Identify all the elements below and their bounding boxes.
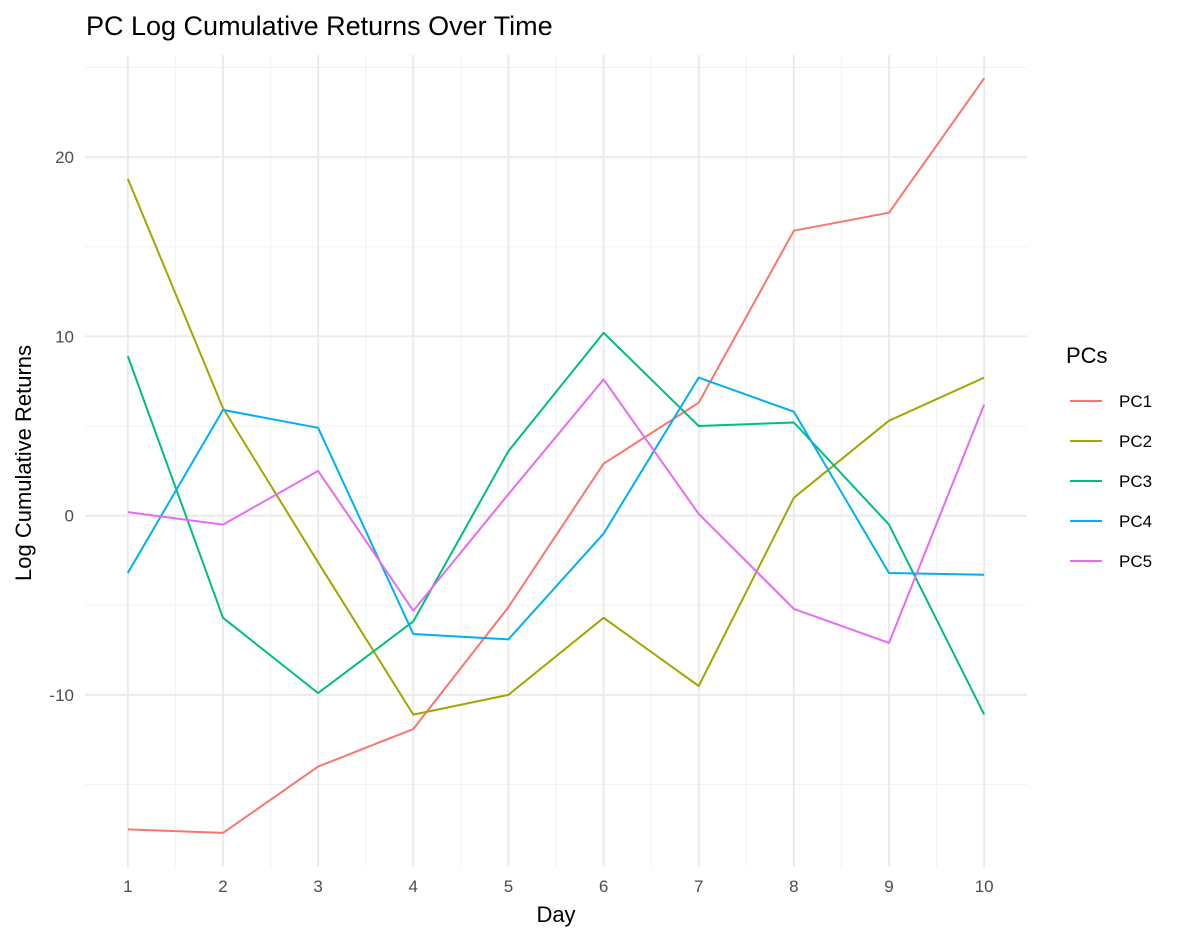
y-tick-label: 0 <box>65 507 74 526</box>
x-tick-label: 9 <box>884 877 893 896</box>
legend-label-pc5: PC5 <box>1119 552 1152 571</box>
series-line-pc3 <box>126 331 986 716</box>
legend-label-pc2: PC2 <box>1119 432 1152 451</box>
x-tick-label: 1 <box>123 877 132 896</box>
x-tick-label: 8 <box>789 877 798 896</box>
x-tick-label: 5 <box>504 877 513 896</box>
plot-grid <box>85 55 1027 867</box>
legend-label-pc1: PC1 <box>1119 392 1152 411</box>
x-axis-ticks: 1 2 3 4 5 6 7 8 9 10 <box>123 877 994 896</box>
legend-label-pc4: PC4 <box>1119 512 1152 531</box>
legend-items: PC1 PC2 PC3 PC4 PC5 <box>1070 392 1152 571</box>
y-axis-title: Log Cumulative Returns <box>11 345 36 581</box>
x-tick-label: 3 <box>313 877 322 896</box>
legend-label-pc3: PC3 <box>1119 472 1152 491</box>
legend-title: PCs <box>1066 343 1108 368</box>
series-line-pc2 <box>126 178 985 716</box>
x-tick-label: 6 <box>599 877 608 896</box>
x-axis-title: Day <box>536 902 575 927</box>
legend: PCs PC1 PC2 PC3 PC4 PC5 <box>1066 343 1152 571</box>
y-tick-label: -10 <box>49 686 74 705</box>
series-line-pc5 <box>127 378 986 644</box>
series-line-pc4 <box>126 376 985 641</box>
y-tick-label: 10 <box>55 327 74 346</box>
series-lines <box>126 77 986 834</box>
chart-title: PC Log Cumulative Returns Over Time <box>86 11 553 41</box>
y-axis-ticks: -10 0 10 20 <box>49 148 74 705</box>
x-tick-label: 10 <box>975 877 994 896</box>
y-tick-label: 20 <box>55 148 74 167</box>
x-tick-label: 4 <box>409 877 418 896</box>
x-tick-label: 2 <box>218 877 227 896</box>
series-line-pc1 <box>127 77 986 834</box>
x-tick-label: 7 <box>694 877 703 896</box>
